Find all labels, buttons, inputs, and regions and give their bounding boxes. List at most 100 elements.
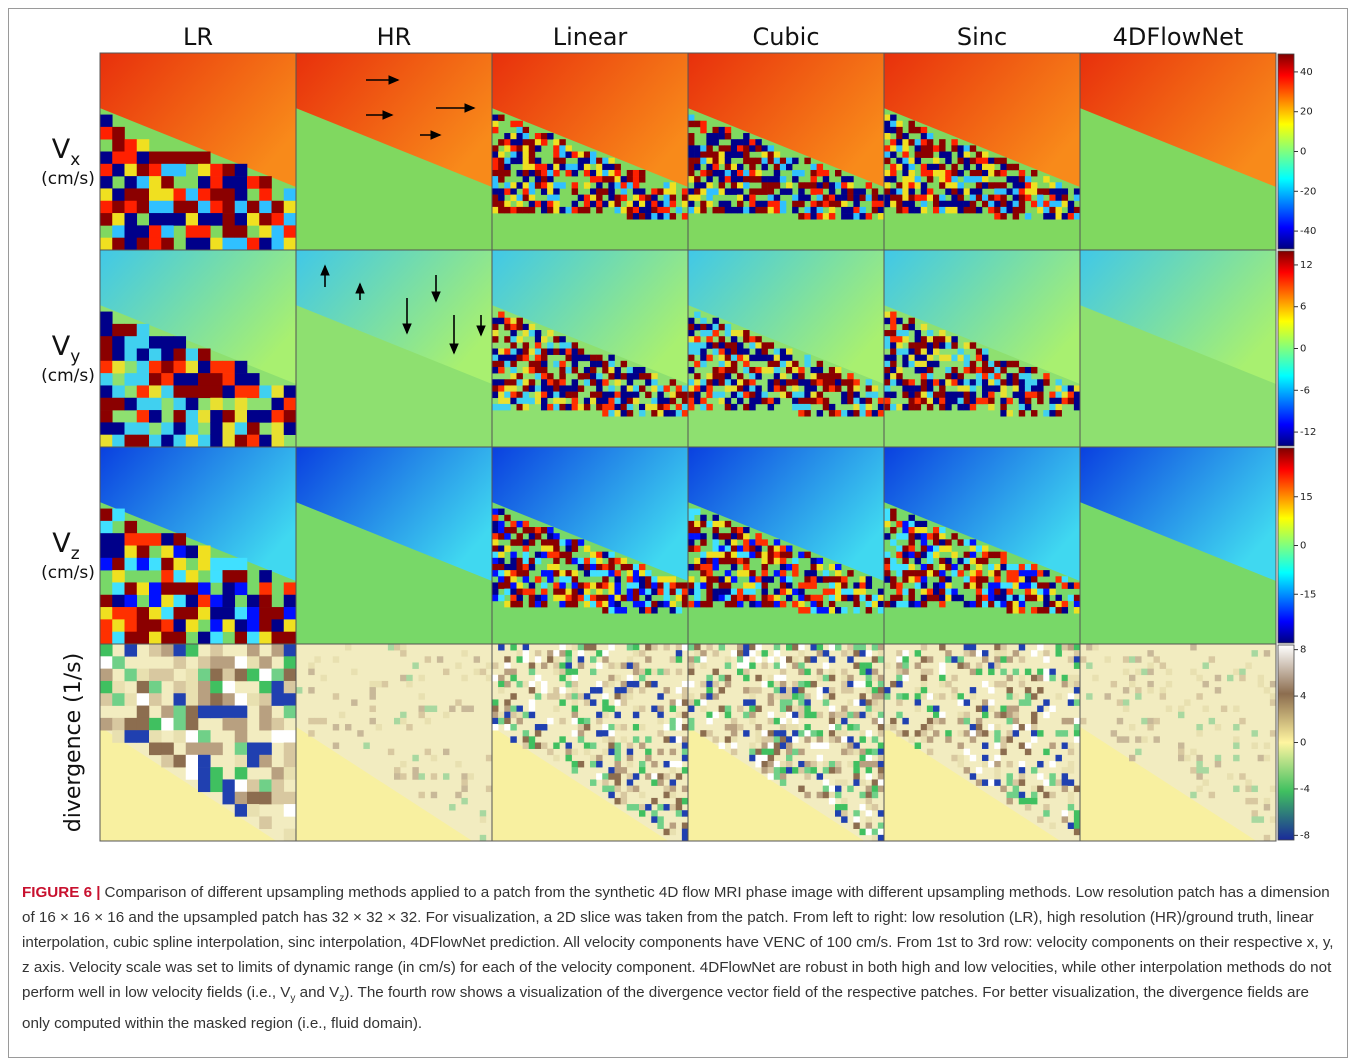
divergence-cell <box>1013 706 1019 712</box>
noise-cell <box>608 170 614 176</box>
divergence-cell <box>823 662 829 668</box>
noise-cell <box>884 127 890 133</box>
divergence-cell <box>829 792 835 798</box>
noise-cell <box>688 188 694 194</box>
divergence-cell <box>523 730 529 736</box>
divergence-cell <box>719 644 725 650</box>
divergence-cell <box>682 767 688 773</box>
noise-cell <box>988 361 994 367</box>
noise-cell <box>909 121 915 127</box>
divergence-cell <box>841 669 847 675</box>
noise-cell <box>951 201 957 207</box>
noise-cell <box>210 558 223 571</box>
divergence-cell <box>235 730 248 743</box>
divergence-cell <box>829 718 835 724</box>
noise-cell <box>235 164 248 177</box>
row-label-subscript: x <box>70 150 80 170</box>
noise-cell <box>137 632 150 645</box>
noise-cell <box>1031 367 1037 373</box>
divergence-cell <box>743 656 749 662</box>
noise-cell <box>553 385 559 391</box>
noise-cell <box>768 361 774 367</box>
noise-cell <box>1000 213 1006 219</box>
noise-cell <box>774 379 780 385</box>
noise-cell <box>559 539 565 545</box>
divergence-cell <box>1062 779 1068 785</box>
noise-cell <box>1037 595 1043 601</box>
noise-cell <box>970 367 976 373</box>
noise-cell <box>847 570 853 576</box>
noise-cell <box>596 385 602 391</box>
noise-cell <box>902 570 908 576</box>
divergence-cell <box>872 835 878 841</box>
divergence-cell <box>590 656 596 662</box>
divergence-cell <box>945 656 951 662</box>
noise-cell <box>817 213 823 219</box>
noise-cell <box>161 546 174 559</box>
divergence-cell <box>853 644 859 650</box>
noise-cell <box>719 355 725 361</box>
divergence-cell <box>1080 656 1086 662</box>
noise-cell <box>670 410 676 416</box>
noise-cell <box>927 398 933 404</box>
noise-cell <box>725 330 731 336</box>
divergence-cell <box>1129 755 1135 761</box>
noise-cell <box>559 552 565 558</box>
divergence-cell <box>621 687 627 693</box>
noise-cell <box>664 201 670 207</box>
divergence-cell <box>639 706 645 712</box>
divergence-cell <box>529 712 535 718</box>
divergence-cell <box>804 730 810 736</box>
noise-cell <box>841 410 847 416</box>
divergence-cell <box>578 724 584 730</box>
divergence-cell <box>1160 693 1166 699</box>
noise-cell <box>988 552 994 558</box>
noise-cell <box>970 398 976 404</box>
divergence-cell <box>872 761 878 767</box>
noise-cell <box>174 201 187 214</box>
noise-cell <box>835 576 841 582</box>
divergence-cell <box>223 669 236 682</box>
divergence-cell <box>792 767 798 773</box>
noise-cell <box>498 318 504 324</box>
noise-cell <box>541 355 547 361</box>
noise-cell <box>909 176 915 182</box>
noise-cell <box>639 170 645 176</box>
row-unit: (cm/s) <box>41 563 95 583</box>
noise-cell <box>615 201 621 207</box>
divergence-cell <box>1068 798 1074 804</box>
noise-cell <box>100 312 113 325</box>
noise-cell <box>137 176 150 189</box>
divergence-cell <box>1031 675 1037 681</box>
noise-cell <box>700 570 706 576</box>
divergence-cell <box>970 687 976 693</box>
noise-cell <box>259 632 272 645</box>
noise-cell <box>541 392 547 398</box>
divergence-cell <box>817 736 823 742</box>
divergence-cell <box>259 743 272 756</box>
noise-cell <box>492 176 498 182</box>
divergence-cell <box>817 792 823 798</box>
divergence-cell <box>247 743 260 756</box>
divergence-cell <box>749 706 755 712</box>
noise-cell <box>988 158 994 164</box>
noise-cell <box>584 195 590 201</box>
noise-cell <box>504 601 510 607</box>
noise-cell <box>817 379 823 385</box>
noise-cell <box>909 385 915 391</box>
noise-cell <box>596 589 602 595</box>
noise-cell <box>798 170 804 176</box>
noise-cell <box>713 133 719 139</box>
noise-cell <box>596 564 602 570</box>
divergence-cell <box>112 730 125 743</box>
divergence-cell <box>792 681 798 687</box>
noise-cell <box>1074 398 1080 404</box>
noise-cell <box>559 601 565 607</box>
noise-cell <box>743 404 749 410</box>
noise-cell <box>951 379 957 385</box>
noise-cell <box>1007 176 1013 182</box>
noise-cell <box>547 392 553 398</box>
divergence-cell <box>572 706 578 712</box>
divergence-cell <box>566 681 572 687</box>
noise-cell <box>817 601 823 607</box>
